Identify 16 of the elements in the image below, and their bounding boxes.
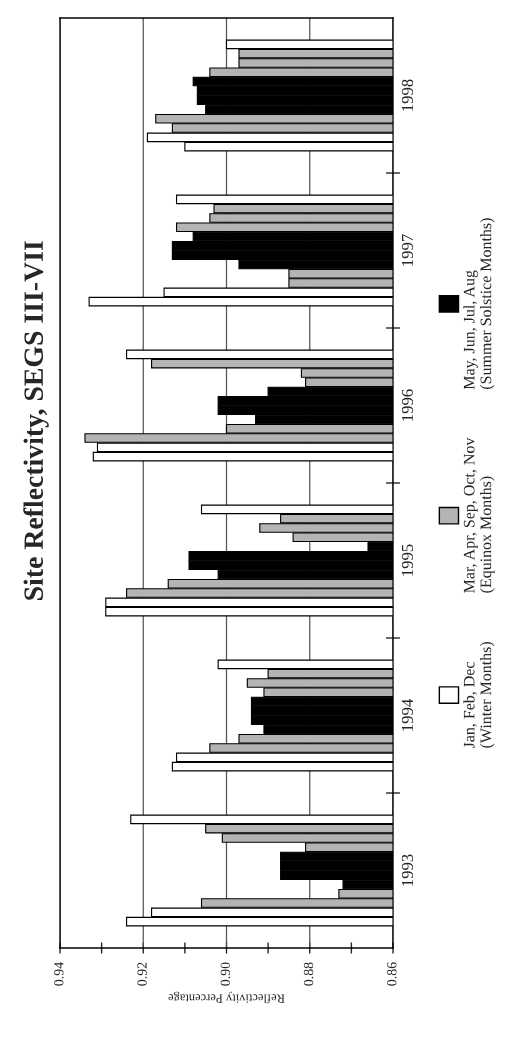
text: Site Reflectivity, SEGS III-VII — [23, 241, 49, 600]
x-tick-label: 0.86 — [387, 962, 397, 986]
y-tick-label: 1996 — [401, 389, 414, 421]
x-tick-label: 0.88 — [303, 962, 314, 986]
y-tick-label: 1998 — [401, 79, 414, 111]
x-axis-title: Reflectivity Percentage — [168, 991, 285, 1004]
x-tick-label: 0.90 — [220, 962, 231, 986]
x-tick-label: 0.94 — [54, 962, 64, 986]
y-tick-label: 1997 — [401, 234, 414, 266]
x-tick-label: 0.92 — [137, 962, 147, 986]
legend-label: Jan, Feb, Dec (Winter Months) — [463, 642, 495, 749]
y-tick-label: 1994 — [401, 699, 414, 731]
y-tick-label: 1995 — [401, 544, 414, 576]
y-tick-label: 1993 — [401, 854, 414, 886]
legend-label: May, Jun, Jul, Aug (Summer Solstice Months) — [463, 218, 495, 390]
legend-label: Mar, Apr, Sep, Oct, Nov (Equinox Months) — [463, 437, 495, 593]
